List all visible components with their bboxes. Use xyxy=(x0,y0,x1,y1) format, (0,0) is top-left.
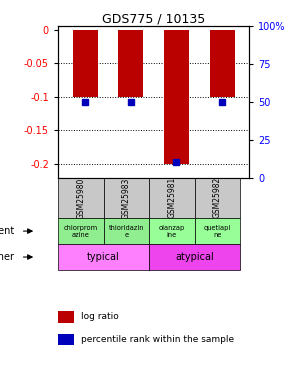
Text: GSM25982: GSM25982 xyxy=(213,177,222,219)
Bar xyxy=(149,178,195,218)
Text: chlorprom
azine: chlorprom azine xyxy=(64,225,98,238)
Bar xyxy=(164,30,189,164)
Text: GSM25981: GSM25981 xyxy=(167,177,176,219)
Bar xyxy=(149,218,195,244)
Title: GDS775 / 10135: GDS775 / 10135 xyxy=(102,12,205,25)
Text: atypical: atypical xyxy=(175,252,214,262)
Bar xyxy=(210,30,235,97)
Bar xyxy=(118,30,144,97)
Text: olanzap
ine: olanzap ine xyxy=(159,225,185,238)
Bar xyxy=(195,178,240,218)
Text: agent: agent xyxy=(0,226,15,236)
Text: thioridazin
e: thioridazin e xyxy=(109,225,144,238)
Bar xyxy=(104,218,149,244)
Bar xyxy=(58,178,104,218)
Text: other: other xyxy=(0,252,15,262)
Text: GSM25983: GSM25983 xyxy=(122,177,131,219)
Text: typical: typical xyxy=(87,252,120,262)
Bar xyxy=(73,30,98,97)
Bar xyxy=(58,244,149,270)
Bar xyxy=(58,218,104,244)
Text: log ratio: log ratio xyxy=(81,312,119,321)
Text: quetiapi
ne: quetiapi ne xyxy=(204,225,231,238)
Bar xyxy=(149,244,240,270)
Bar xyxy=(104,178,149,218)
Text: percentile rank within the sample: percentile rank within the sample xyxy=(81,335,234,344)
Bar xyxy=(195,218,240,244)
Text: GSM25980: GSM25980 xyxy=(76,177,85,219)
